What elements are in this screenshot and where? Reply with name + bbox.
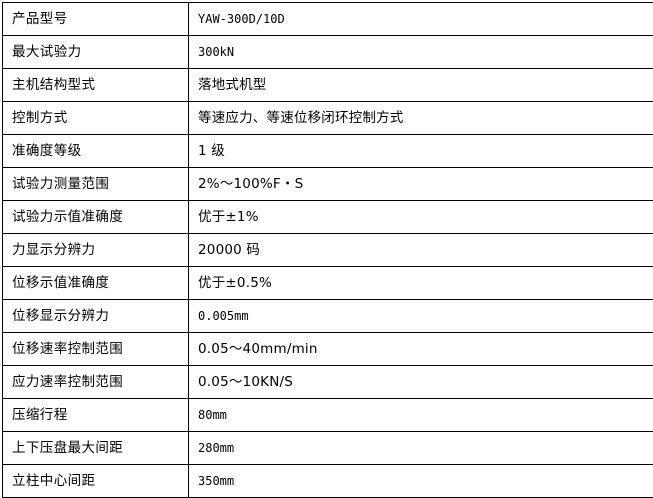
parameter-label-cell: 准确度等级 (3, 135, 189, 168)
parameter-value-cell: 80mm (189, 399, 653, 432)
parameter-label-cell: 产品型号 (3, 3, 189, 36)
table-row: 试验力示值准确度优于±1% (3, 201, 653, 234)
parameter-value-cell: 350mm (189, 465, 653, 498)
parameter-label-cell: 立柱中心间距 (3, 465, 189, 498)
parameter-label-cell: 上下压盘最大间距 (3, 432, 189, 465)
parameter-label-cell: 位移显示分辨力 (3, 300, 189, 333)
parameter-value-cell: 落地式机型 (189, 69, 653, 102)
parameter-label-cell: 控制方式 (3, 102, 189, 135)
parameter-label-cell: 位移示值准确度 (3, 267, 189, 300)
parameter-label-cell: 应力速率控制范围 (3, 366, 189, 399)
parameter-value-cell: 0.005mm (189, 300, 653, 333)
parameter-value-cell: 2%～100%F・S (189, 168, 653, 201)
parameter-value-cell: 300kN (189, 36, 653, 69)
parameter-value-cell: 1 级 (189, 135, 653, 168)
parameter-value-cell: 0.05～10KN/S (189, 366, 653, 399)
parameter-label-cell: 力显示分辨力 (3, 234, 189, 267)
parameter-label-cell: 压缩行程 (3, 399, 189, 432)
parameter-label-cell: 最大试验力 (3, 36, 189, 69)
parameter-value-cell: 0.05～40mm/min (189, 333, 653, 366)
parameter-label-cell: 主机结构型式 (3, 69, 189, 102)
parameter-label-cell: 试验力示值准确度 (3, 201, 189, 234)
parameter-value-cell: 优于±1% (189, 201, 653, 234)
parameter-label-cell: 试验力测量范围 (3, 168, 189, 201)
parameter-value-cell: 280mm (189, 432, 653, 465)
parameter-value-cell: 等速应力、等速位移闭环控制方式 (189, 102, 653, 135)
table-row: 主机结构型式落地式机型 (3, 69, 653, 102)
parameter-value-cell: 20000 码 (189, 234, 653, 267)
table-row: 位移示值准确度优于±0.5% (3, 267, 653, 300)
table-row: 控制方式等速应力、等速位移闭环控制方式 (3, 102, 653, 135)
parameter-value-cell: 优于±0.5% (189, 267, 653, 300)
parameter-label-cell: 位移速率控制范围 (3, 333, 189, 366)
parameter-value-cell: YAW-300D/10D (189, 3, 653, 36)
